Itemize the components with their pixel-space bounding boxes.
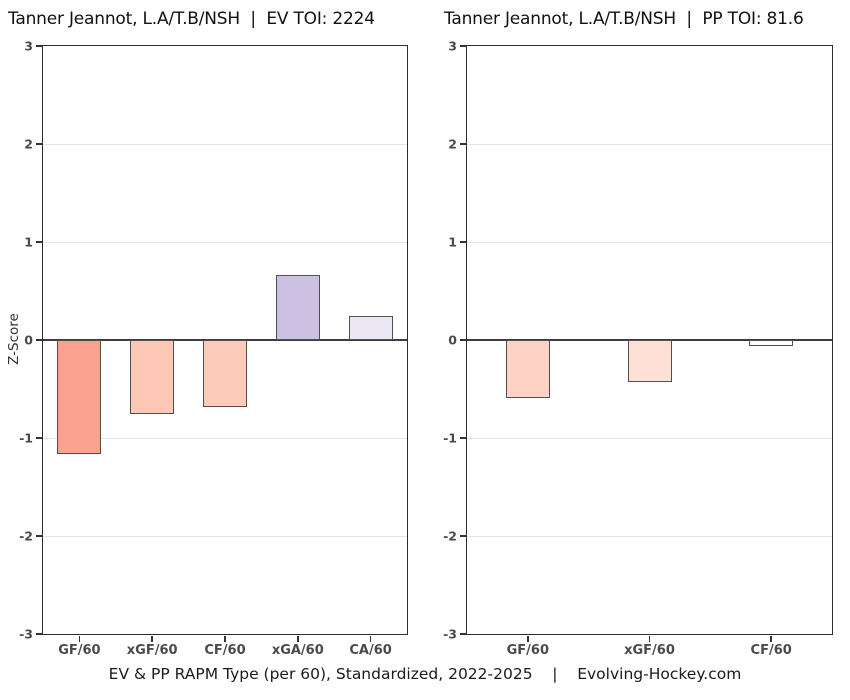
right-chart-plot: 3 2 1 0 -1 -2 -3 GF/60 xGF/60 CF/60 (443, 39, 833, 658)
x-axis-tick (648, 635, 651, 642)
y-tick-label: 1 (24, 234, 33, 250)
bar-xga-60 (275, 275, 320, 340)
x-axis-tick (78, 635, 81, 642)
x-axis-tick (770, 635, 772, 642)
y-tick-label: -2 (19, 528, 33, 544)
x-tick-label: xGA/60 (271, 643, 324, 658)
x-axis-tick (297, 635, 299, 642)
x-tick-label: GF/60 (506, 643, 550, 658)
y-tick-label: -2 (443, 528, 457, 544)
gridline (43, 241, 407, 243)
y-axis-tick (35, 45, 42, 47)
x-tick-label: xGF/60 (624, 643, 675, 658)
y-axis-tick (459, 633, 466, 635)
right-chart-title: Tanner Jeannot, L.A/T.B/NSH | PP TOI: 81… (444, 9, 804, 29)
y-tick-label: 2 (24, 136, 33, 152)
bar-gf-60 (505, 340, 550, 398)
y-axis-tick (459, 339, 466, 341)
y-tick-label: 0 (24, 332, 33, 348)
y-axis-label: Z-Score (6, 313, 22, 365)
y-tick-label: -3 (19, 626, 33, 642)
x-tick-label: CA/60 (349, 643, 392, 658)
gridline (467, 535, 832, 537)
y-axis-tick (459, 45, 466, 47)
gridline (43, 143, 407, 145)
bar-cf-60 (203, 340, 247, 407)
x-tick-label: CF/60 (204, 643, 246, 658)
gridline (43, 437, 407, 439)
y-tick-label: -1 (443, 430, 457, 446)
x-axis-tick (369, 635, 372, 642)
y-tick-label: 3 (24, 38, 33, 54)
y-tick-label: 0 (448, 332, 457, 348)
bar-xgf-60 (130, 340, 175, 415)
y-axis-tick (35, 437, 42, 439)
x-axis-tick (151, 635, 153, 642)
x-tick-label: GF/60 (58, 643, 101, 658)
bar-ca-60 (348, 316, 393, 340)
left-chart-plot: 3 2 1 0 -1 -2 -3 GF/60 xGF/60 CF/60 xGA/60 CA/60 (19, 39, 408, 658)
gridline (467, 143, 832, 145)
y-tick-label: 1 (448, 234, 457, 250)
y-axis-tick (35, 339, 42, 341)
bar-gf-60 (57, 340, 102, 454)
gridline (43, 535, 407, 537)
x-tick-label: CF/60 (750, 643, 792, 658)
y-axis-tick (459, 143, 466, 145)
y-axis-tick (35, 535, 42, 537)
y-axis-tick (35, 143, 42, 145)
x-axis-tick (527, 635, 529, 642)
y-tick-label: -1 (19, 430, 33, 446)
y-tick-label: 2 (448, 136, 457, 152)
gridline (467, 241, 832, 243)
y-tick-label: 3 (448, 38, 457, 54)
y-tick-label: -3 (443, 626, 457, 642)
bar-cf-60 (749, 340, 794, 346)
x-axis-tick (224, 635, 226, 642)
y-axis-tick (35, 633, 42, 635)
figure-caption: EV & PP RAPM Type (per 60), Standardized… (108, 665, 742, 683)
y-axis-tick (459, 535, 466, 537)
x-tick-label: xGF/60 (126, 643, 178, 658)
gridline (467, 437, 832, 439)
y-axis-tick (459, 241, 466, 243)
y-axis-tick (35, 241, 42, 243)
left-chart-title: Tanner Jeannot, L.A/T.B/NSH | EV TOI: 22… (8, 9, 375, 29)
y-axis-tick (459, 437, 466, 439)
bar-xgf-60 (627, 340, 672, 383)
